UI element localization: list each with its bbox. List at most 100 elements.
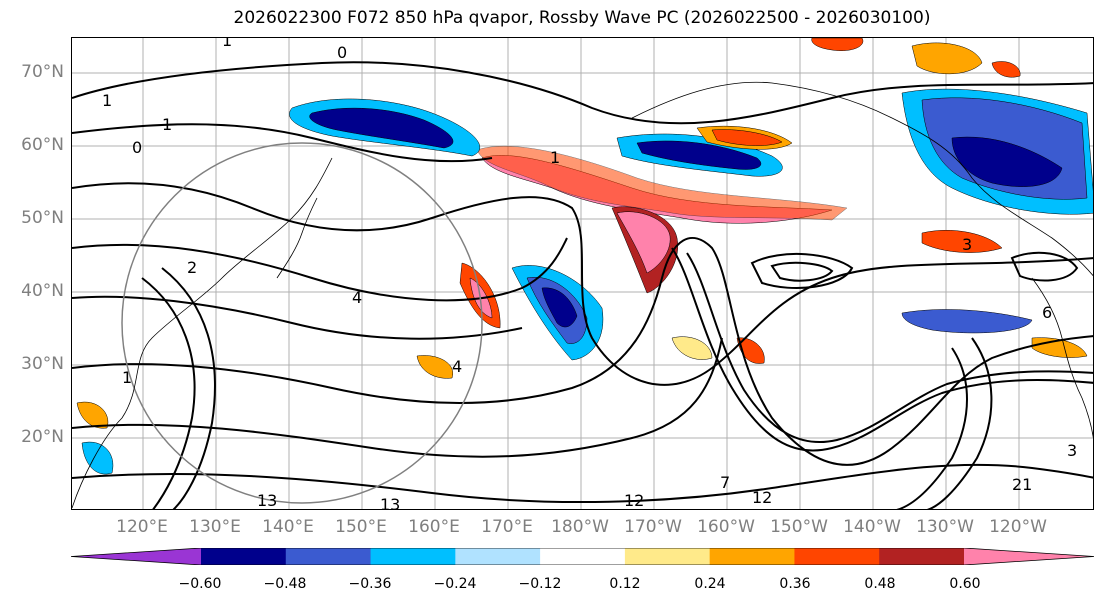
lon-label-140e: 140°E [262,517,314,537]
negative-anomaly-okhotsk-core [309,107,454,149]
reference-circle [121,142,483,504]
contour-line-3 [72,182,1093,386]
contour-ring-east [1010,251,1079,282]
contour-line-1 [72,61,1093,125]
contour-line-13 [141,277,196,509]
lon-label-130e: 130°E [189,517,241,537]
colorbar-tick: 0.48 [864,576,896,592]
contour-label: 6 [1042,303,1052,322]
coastline-asia [72,157,333,509]
lat-label-50n: 50°N [21,208,64,228]
colorbar-segment [71,548,201,565]
colorbar [71,548,1094,565]
lon-label-180w: 180°W [551,517,609,537]
positive-anomaly-north-pacific-core [711,129,783,146]
negative-anomaly-bering-north-core [636,140,762,170]
lat-label-60n: 60°N [21,135,64,155]
contour-label: 4 [452,357,462,376]
positive-anomaly-arctic-1 [811,38,864,51]
colorbar-segment [201,548,287,565]
contour-ring-gulf [750,253,854,289]
colorbar-tick: 0.12 [609,576,641,592]
coastline-alaska [631,81,1093,277]
lon-label-170w: 170°W [624,517,682,537]
positive-anomaly-philippine [76,401,109,429]
contour-line-7 [72,337,723,458]
colorbar-segment [455,548,541,565]
contour-label: 0 [132,138,142,157]
lon-label-140w: 140°W [843,517,901,537]
contour-label: 13 [257,491,277,510]
map-panel: 1 0 1 1 0 1 2 4 4 1 13 13 12 12 7 3 6 21… [71,37,1094,510]
positive-anomaly-yellow-ring [671,336,713,360]
contour-line-12 [926,337,993,509]
contour-label: 4 [352,288,362,307]
colorbar-segment [794,548,880,565]
colorbar-segment [285,548,372,565]
colorbar-tick: −0.60 [178,576,222,592]
colorbar-tick: −0.12 [518,576,562,592]
colorbar-tick: −0.48 [263,576,307,592]
negative-anomaly-gulf-alaska-core [951,136,1063,187]
lat-label-20n: 20°N [21,427,64,447]
lat-label-70n: 70°N [21,62,64,82]
colorbar-tick: −0.24 [433,576,477,592]
lon-label-160w: 160°W [697,517,755,537]
contour-label: 13 [380,495,400,510]
lat-label-40n: 40°N [21,281,64,301]
contour-ring-gulf-inner [770,261,834,282]
colorbar-segment [624,548,711,565]
lon-label-130w: 130°W [916,517,974,537]
contour-label: 12 [752,488,772,507]
negative-anomaly-west-coast [901,309,1033,334]
coastline-japan [276,197,318,279]
map-title: 2026022300 F072 850 hPa qvapor, Rossby W… [233,8,931,28]
contour-line-14 [161,267,216,509]
positive-anomaly-arctic-2 [911,42,983,75]
lon-label-150w: 150°W [770,517,828,537]
contour-line-8 [72,463,1093,504]
contour-line-5 [72,295,523,340]
positive-anomaly-gulf-east [921,230,1003,253]
contour-label: 7 [720,473,730,492]
lon-label-120w: 120°W [989,517,1047,537]
contour-line-11 [896,347,968,509]
positive-anomaly-pacific-center-pink [616,211,671,274]
contour-label: 21 [1012,475,1032,494]
positive-anomaly-bering-edge [476,145,848,221]
contour-label: 2 [187,258,197,277]
negative-anomaly-philippine [81,441,114,475]
map-canvas: 1 0 1 1 0 1 2 4 4 1 13 13 12 12 7 3 6 21… [72,38,1093,510]
contour-line-2 [72,123,493,163]
positive-anomaly-east-small [991,61,1021,78]
contour-label: 1 [222,38,232,50]
contour-label: 3 [1067,441,1077,460]
colorbar-tick: 0.60 [949,576,981,592]
colorbar-tick: −0.36 [348,576,392,592]
colorbar-segment [879,548,965,565]
contour-label: 1 [122,368,132,387]
contour-line-10 [686,252,1093,444]
contour-label: 12 [624,491,644,510]
contour-label: 1 [162,115,172,134]
lon-label-160e: 160°E [408,517,460,537]
contour-label: 3 [962,235,972,254]
lon-label-170e: 170°E [481,517,533,537]
contour-line-4 [72,237,568,302]
colorbar-tick: 0.24 [694,576,726,592]
positive-anomaly-west-pacific [416,355,453,379]
coastline-north-america [1031,277,1093,439]
contour-line-6 [72,237,1093,466]
contour-label: 0 [337,43,347,62]
colorbar-segment [540,548,626,565]
colorbar-segment [964,548,1094,565]
colorbar-segment [370,548,456,565]
contour-label: 1 [102,91,112,110]
lat-label-30n: 30°N [21,354,64,374]
lon-label-150e: 150°E [335,517,387,537]
lon-label-120e: 120°E [116,517,168,537]
negative-anomaly-central-pacific-inner [541,287,578,328]
colorbar-segment [709,548,795,565]
contour-label: 1 [550,148,560,167]
colorbar-tick: 0.36 [779,576,811,592]
